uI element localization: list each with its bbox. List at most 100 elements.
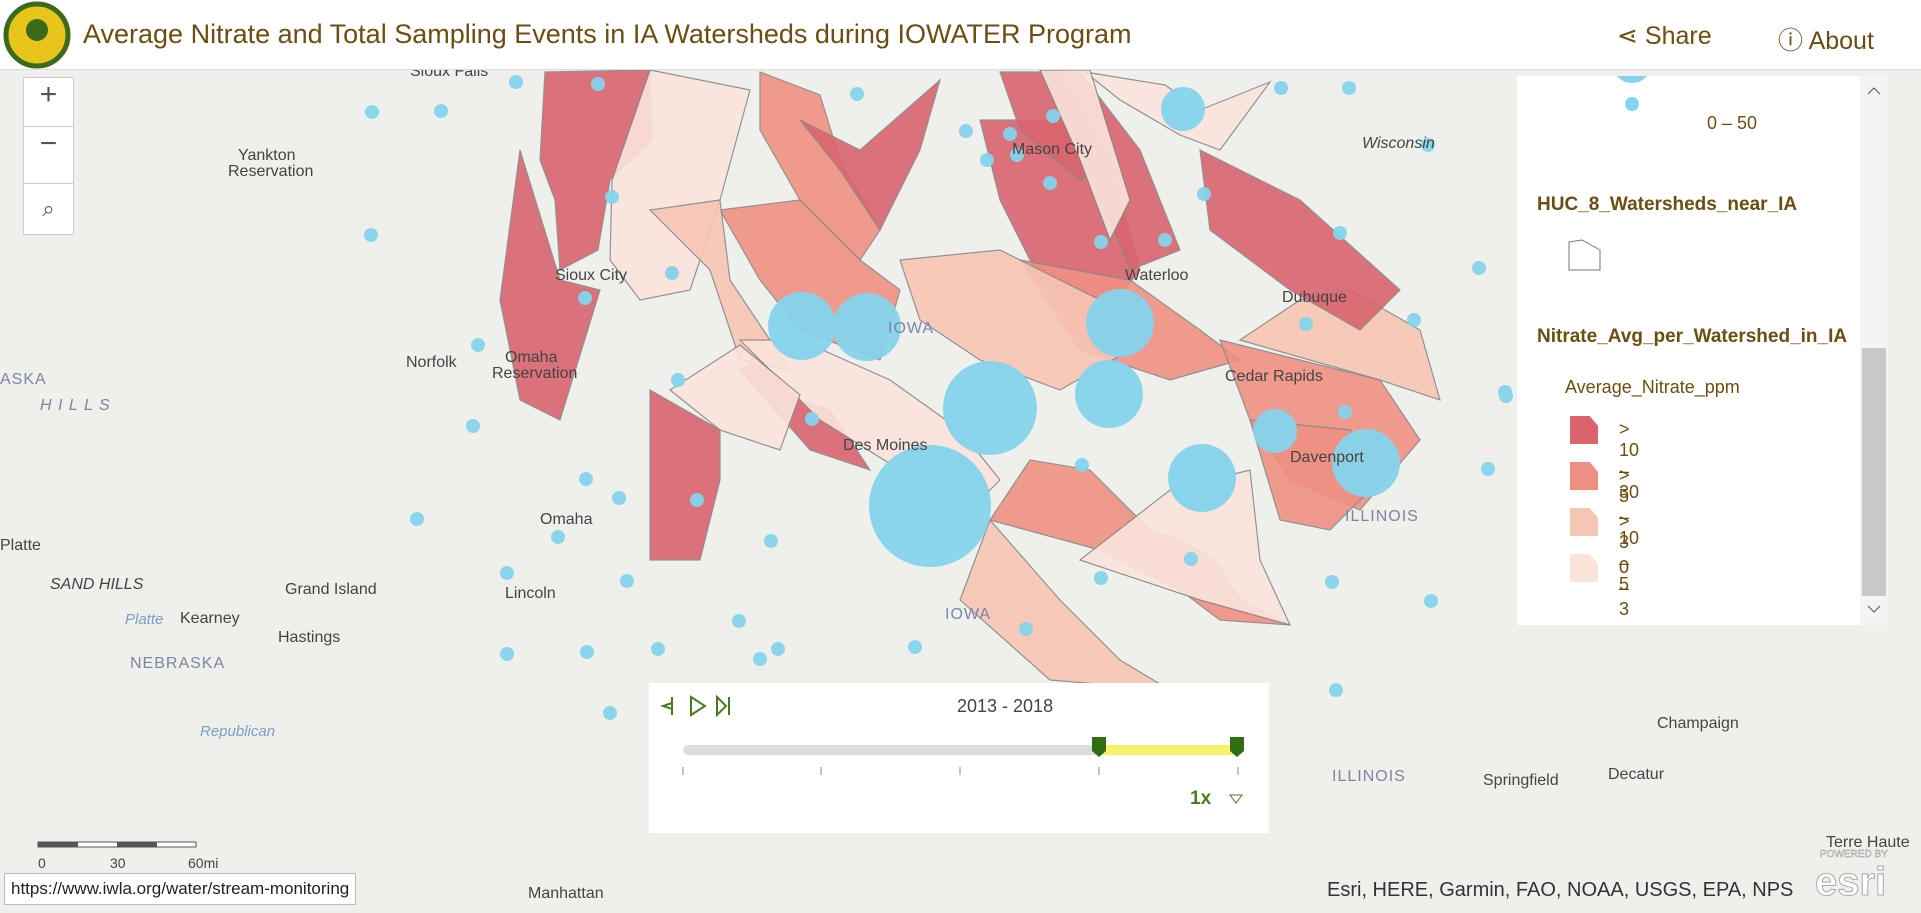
scale-label: 0 <box>38 855 46 871</box>
org-logo <box>3 1 71 69</box>
sample-dot <box>434 104 448 118</box>
place: Hastings <box>278 629 340 646</box>
place: Waterloo <box>1125 267 1189 284</box>
time-range: 2013 - 2018 <box>957 696 1054 716</box>
place: Kearney <box>180 610 240 627</box>
sample-dot <box>1342 81 1356 95</box>
scrollbar[interactable] <box>1860 76 1888 625</box>
place: Omaha <box>540 511 593 528</box>
class-label: > 10 – 30 <box>1619 419 1640 502</box>
legend: 0 – 50 HUC_8_Watersheds_near_IA Nitrate_… <box>1517 76 1862 625</box>
speed[interactable]: 1x <box>1190 788 1212 809</box>
sample-dot <box>1333 226 1347 240</box>
sample-dot <box>850 87 864 101</box>
place: Platte <box>125 611 163 628</box>
sample-dot <box>1184 552 1198 566</box>
place: Omaha <box>505 349 558 366</box>
class-swatch <box>1570 462 1598 490</box>
outline-swatch <box>1568 239 1601 271</box>
next[interactable] <box>716 694 730 718</box>
sample-dot <box>605 190 619 204</box>
size-swatches <box>1616 76 1648 111</box>
sample-dot <box>471 338 485 352</box>
sample-dot <box>1421 138 1435 152</box>
watershed <box>1238 289 1441 401</box>
place: Terre Haute <box>1826 834 1910 851</box>
sample-dot <box>1498 385 1512 399</box>
place: Platte <box>0 537 41 554</box>
sample-dot <box>603 706 617 720</box>
sample-dot <box>364 228 378 242</box>
sample-dot <box>805 412 819 426</box>
place: H I L L S <box>40 397 111 414</box>
sample-circle <box>1168 444 1236 512</box>
sample-dot <box>580 645 594 659</box>
zoom-out[interactable]: − <box>39 127 58 160</box>
place: Grand Island <box>285 581 377 598</box>
place: NEBRASKA <box>130 655 225 672</box>
watershed <box>1078 469 1292 626</box>
sample-dot <box>612 491 626 505</box>
sample-dot <box>500 647 514 661</box>
place: Decatur <box>1608 766 1665 783</box>
about-button[interactable]: ⓘ About <box>1778 27 1874 55</box>
sample-dot <box>551 530 565 544</box>
share-label[interactable]: Share <box>1644 22 1712 50</box>
sample-dot <box>1197 187 1211 201</box>
place: Republican <box>200 723 275 740</box>
place: Reservation <box>228 163 313 180</box>
sample-dot <box>1274 81 1288 95</box>
sample-dot <box>1094 571 1108 585</box>
sample-dot <box>466 419 480 433</box>
place: ILLINOIS <box>1345 508 1419 525</box>
legend-field: Average_Nitrate_ppm <box>1565 377 1740 397</box>
class-label: 0 – 3 <box>1619 557 1630 619</box>
zoom-in[interactable]: + <box>24 78 73 127</box>
place: Champaign <box>1657 715 1739 732</box>
class-label: > 3 – 5 <box>1619 511 1630 594</box>
scale-bar: 0 30 60mi <box>37 841 218 871</box>
sample-dot <box>1325 575 1339 589</box>
place: Sioux City <box>555 267 627 284</box>
class-swatch <box>1570 416 1598 444</box>
sample-dot <box>579 472 593 486</box>
prev[interactable] <box>659 697 673 715</box>
logo: esri <box>1815 860 1886 904</box>
about-label[interactable]: About <box>1808 27 1874 55</box>
place: Manhattan <box>528 885 604 902</box>
place: Springfield <box>1483 772 1559 789</box>
sample-dot <box>959 124 973 138</box>
place: Lincoln <box>505 585 556 602</box>
place: Des Moines <box>843 437 927 454</box>
place-labels: Sioux Falls Yankton Reservation Sioux Ci… <box>0 63 1910 902</box>
sample-dot <box>1019 622 1033 636</box>
sample-dot <box>509 75 523 89</box>
scale-label: 30 <box>110 855 126 871</box>
search[interactable]: ⌕ <box>24 183 73 234</box>
sample-dot <box>1407 313 1421 327</box>
legend-item: 0 – 50 <box>1707 113 1758 133</box>
sample-dot <box>1158 233 1172 247</box>
sample-dot <box>365 105 379 119</box>
place: Yankton <box>238 147 296 164</box>
sample-dot <box>1010 148 1024 162</box>
place: ILLINOIS <box>1332 768 1406 785</box>
place: ASKA <box>0 371 47 388</box>
sample-circle <box>833 293 901 361</box>
sample-dot <box>908 640 922 654</box>
play[interactable] <box>690 695 707 717</box>
place: SAND HILLS <box>50 576 144 593</box>
sample-circle <box>768 292 836 360</box>
share-button[interactable]: ⋖ Share <box>1617 22 1712 50</box>
sample-dot <box>753 652 767 666</box>
status-url: https://www.iwla.org/water/stream-monito… <box>4 873 357 905</box>
zoom-controls: + − ⌕ <box>23 77 74 235</box>
sample-dot <box>1481 462 1495 476</box>
sample-dot <box>1338 405 1352 419</box>
sample-dot <box>651 642 665 656</box>
sample-dot <box>1424 594 1438 608</box>
sample-dot <box>665 266 679 280</box>
sample-circle <box>1161 87 1205 131</box>
